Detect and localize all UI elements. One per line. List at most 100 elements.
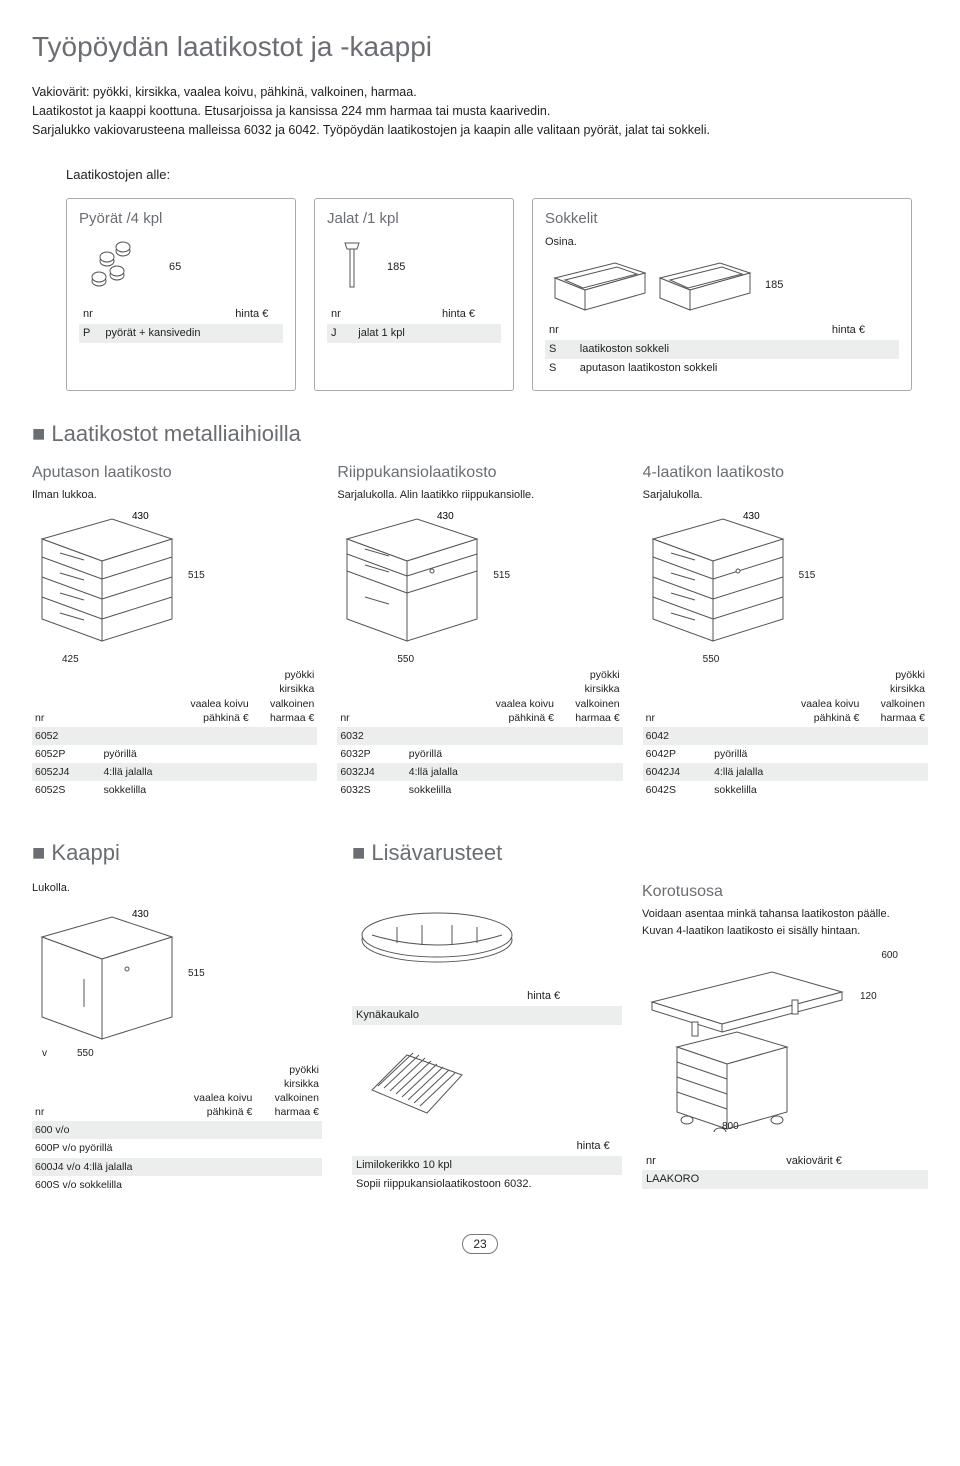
th-nr-k: nr (32, 1061, 189, 1122)
four-r1c: 6042P (643, 745, 711, 763)
page-number: 23 (32, 1234, 928, 1254)
aputaso-r0l (100, 727, 186, 745)
th-nr: nr (79, 305, 101, 324)
th-fca2: pähkinä € (814, 712, 860, 724)
jalat-table: nrhinta € Jjalat 1 kpl (327, 305, 501, 343)
four-r3c: 6042S (643, 781, 711, 799)
riippu-dim-d: 550 (397, 653, 622, 667)
intro-line-3: Sarjalukko vakiovarusteena malleissa 603… (32, 122, 928, 139)
leg-icon (327, 237, 377, 297)
limilo-note: Sopii riippukansiolaatikostoon 6032. (352, 1175, 573, 1194)
riippu-r3l: sokkelilla (406, 781, 492, 799)
kaappi-dim-d: 550 (77, 1047, 94, 1061)
kyna-hinta: hinta € (523, 987, 622, 1006)
th-ca2: pähkinä € (203, 712, 249, 724)
th-fcb3: valkoinen (881, 698, 925, 710)
option-sokkelit: Sokkelit Osina. 185 (532, 198, 912, 391)
riippu-dim-h: 515 (493, 569, 510, 583)
aputaso-dim-w: 430 (132, 511, 149, 522)
sokkelit-table: nrhinta € Slaatikoston sokkeli Saputason… (545, 321, 899, 378)
kaappi-dim-h: 515 (188, 967, 205, 981)
four-drawing: 430 (643, 509, 793, 649)
option-pyorat-title: Pyörät /4 kpl (79, 209, 283, 229)
th-nr-s: nr (545, 321, 576, 340)
product-aputaso: Aputason laatikosto Ilman lukkoa. 430 51… (32, 462, 317, 799)
aputaso-dim-h: 515 (188, 569, 205, 583)
th-rcb3: valkoinen (575, 698, 619, 710)
th-price-s: hinta € (828, 321, 899, 340)
th-kca2: pähkinä € (207, 1106, 253, 1118)
korotus-code: LAAKORO (642, 1170, 782, 1189)
th-nr-j: nr (327, 305, 354, 324)
th-kca1: vaalea koivu (194, 1092, 252, 1104)
four-r2c: 6042J4 (643, 763, 711, 781)
wheel-icon (79, 237, 159, 297)
korotus-title: Korotusosa (642, 881, 928, 903)
sokkelit-osina: Osina. (545, 235, 899, 250)
kaappi-door-label: v (42, 1047, 47, 1061)
aputaso-r1c: 6052P (32, 745, 100, 763)
pyorat-dim: 65 (169, 260, 181, 275)
th-kcb3: valkoinen (275, 1092, 319, 1104)
riippu-r1l: pyörillä (406, 745, 492, 763)
four-desc: Sarjalukolla. (643, 488, 928, 503)
pyorat-label: pyörät + kansivedin (101, 324, 231, 343)
limilo-hinta: hinta € (573, 1137, 622, 1156)
intro-line-2: Laatikostot ja kaappi koottuna. Etusarjo… (32, 103, 928, 120)
riippu-r2l: 4:llä jalalla (406, 763, 492, 781)
option-sokkelit-title: Sokkelit (545, 209, 899, 229)
korotus-dim-h: 120 (860, 990, 877, 1004)
four-title: 4-laatikon laatikosto (643, 462, 928, 484)
aputaso-title: Aputason laatikosto (32, 462, 317, 484)
kaappi-price-table: nr vaalea koivupähkinä € pyökkikirsikkav… (32, 1061, 322, 1194)
kaappi-drawing: 430 (32, 907, 182, 1047)
riippu-price-table: nr vaalea koivupähkinä € pyökkikirsikkav… (337, 666, 622, 799)
korotus-desc-1: Voidaan asentaa minkä tahansa laatikosto… (642, 907, 928, 922)
four-r0l (711, 727, 797, 745)
th-nr-r: nr (337, 666, 405, 727)
sokkeli-row-code-0: S (545, 340, 576, 359)
page-number-value: 23 (462, 1234, 497, 1254)
option-jalat: Jalat /1 kpl 185 nrhinta € Jjalat 1 kpl (314, 198, 514, 391)
sokkelit-dim: 185 (765, 278, 783, 293)
th-rca2: pähkinä € (508, 712, 554, 724)
aputaso-dim-d: 425 (62, 653, 317, 667)
four-dim-h: 515 (799, 569, 816, 583)
th-nr-f: nr (643, 666, 711, 727)
kaappi-r3: 600S v/o sokkelilla (32, 1176, 189, 1194)
option-pyorat: Pyörät /4 kpl 65 nr hinta € Ppyörät + kan… (66, 198, 296, 391)
pyorat-table: nr hinta € Ppyörät + kansivedin (79, 305, 283, 343)
intro-block: Vakiovärit: pyökki, kirsikka, vaalea koi… (32, 84, 928, 139)
sokkeli-row-label-1: aputason laatikoston sokkeli (576, 359, 828, 378)
plinth-icon (545, 258, 755, 313)
option-jalat-title: Jalat /1 kpl (327, 209, 501, 229)
th-price-j: hinta € (438, 305, 501, 324)
product-riippu: Riippukansiolaatikosto Sarjalukolla. Ali… (337, 462, 622, 799)
riippu-r2c: 6032J4 (337, 763, 405, 781)
section-metal-heading: ■ Laatikostot metalliaihioilla (32, 419, 928, 449)
th-cb4: harmaa € (270, 712, 314, 724)
kaappi-r1: 600P v/o pyörillä (32, 1139, 189, 1157)
four-r3l: sokkelilla (711, 781, 797, 799)
kaappi-heading: ■ Kaappi (32, 838, 322, 868)
kaappi-r2: 600J4 v/o 4:llä jalalla (32, 1158, 189, 1176)
aputaso-drawing: 430 (32, 509, 182, 649)
th-rcb4: harmaa € (575, 712, 619, 724)
aputaso-r1l: pyörillä (100, 745, 186, 763)
riippu-drawing: 430 (337, 509, 487, 649)
sokkeli-row-label-0: laatikoston sokkeli (576, 340, 828, 359)
riippu-r0l (406, 727, 492, 745)
kaappi-dim-w: 430 (132, 909, 149, 920)
th-kcb2: kirsikka (284, 1078, 319, 1090)
th-price: hinta € (231, 305, 283, 324)
under-drawer-heading: Laatikostojen alle: (66, 166, 928, 184)
page-title: Työpöydän laatikostot ja -kaappi (32, 28, 928, 66)
th-cb3: valkoinen (270, 698, 314, 710)
th-fcb4: harmaa € (881, 712, 925, 724)
pyorat-code: P (79, 324, 101, 343)
four-r0c: 6042 (643, 727, 711, 745)
th-ca1: vaalea koivu (190, 698, 248, 710)
limilo-label: Limilokerikko 10 kpl (352, 1156, 573, 1175)
aputaso-r0c: 6052 (32, 727, 100, 745)
lisavarusteet-heading: ■ Lisävarusteet (352, 838, 928, 868)
